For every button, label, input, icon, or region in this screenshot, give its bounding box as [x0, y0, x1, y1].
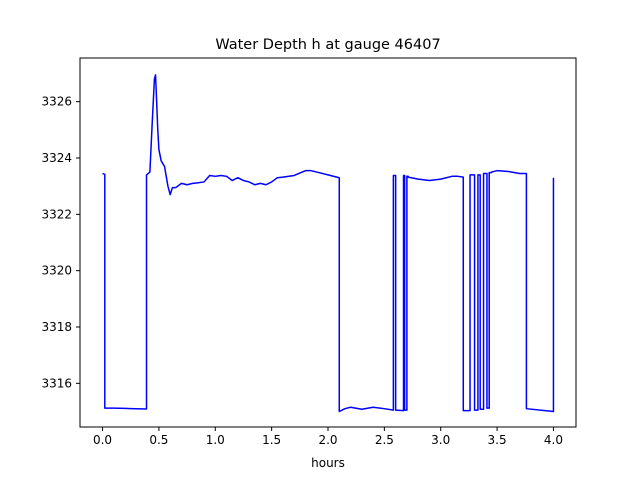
x-tick-label: 0.0: [93, 433, 112, 447]
x-tick-label: 2.0: [318, 433, 337, 447]
x-tick-label: 3.5: [488, 433, 507, 447]
x-axis-label: hours: [311, 456, 345, 470]
x-tick-label: 0.5: [149, 433, 168, 447]
series-layer: [102, 74, 555, 413]
x-tick-label: 1.5: [262, 433, 281, 447]
y-tick-label: 3322: [41, 207, 72, 221]
x-tick-label: 2.5: [375, 433, 394, 447]
chart-title: Water Depth h at gauge 46407: [215, 37, 440, 53]
y-axis: 3316 3318 3320 3322 3324 3326: [41, 95, 80, 390]
x-tick-label: 4.0: [544, 433, 563, 447]
x-tick-label: 1.0: [206, 433, 225, 447]
y-tick-label: 3316: [41, 376, 72, 390]
x-axis: 0.0 0.5 1.0 1.5 2.0 2.5 3.0 3.5 4.0: [93, 427, 563, 447]
y-tick-label: 3320: [41, 264, 72, 278]
series-line: [102, 74, 555, 413]
plot-frame: [79, 57, 577, 428]
y-tick-label: 3318: [41, 320, 72, 334]
y-tick-label: 3324: [41, 151, 72, 165]
x-tick-label: 3.0: [431, 433, 450, 447]
y-tick-label: 3326: [41, 95, 72, 109]
